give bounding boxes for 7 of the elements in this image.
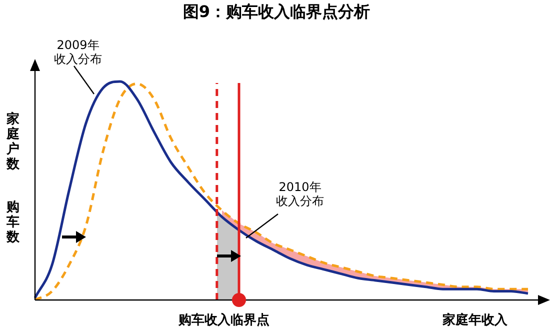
y-axis-title: 家庭户数 <box>6 112 20 172</box>
text: 2010年收入分布 <box>275 180 325 208</box>
x-axis-title: 家庭年收入 <box>442 312 508 329</box>
chart-title: 图9：购车收入临界点分析 <box>182 2 372 23</box>
text: 购车收入临界点 <box>178 312 270 329</box>
text: 购车数 <box>6 200 20 245</box>
series-label: 2009年收入分布 <box>53 38 103 66</box>
